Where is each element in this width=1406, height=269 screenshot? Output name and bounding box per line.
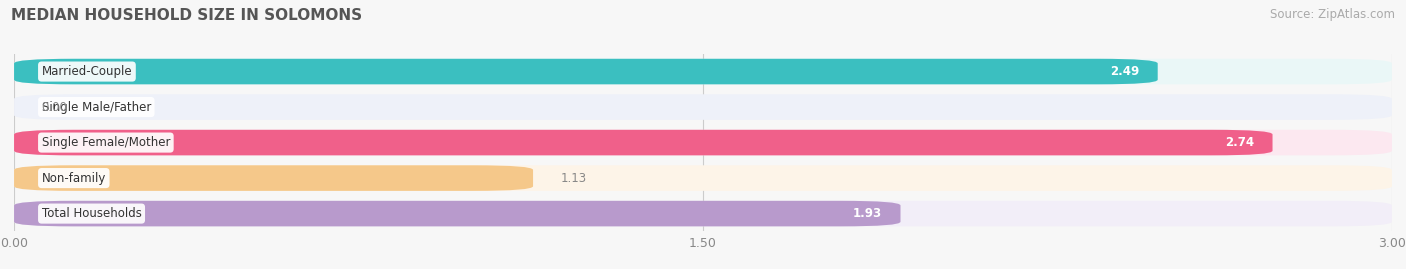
FancyBboxPatch shape	[14, 59, 1392, 84]
Text: Single Female/Mother: Single Female/Mother	[42, 136, 170, 149]
FancyBboxPatch shape	[14, 201, 1392, 226]
Text: 1.13: 1.13	[561, 172, 586, 185]
Text: 0.00: 0.00	[42, 101, 67, 114]
FancyBboxPatch shape	[14, 94, 1392, 120]
Text: Single Male/Father: Single Male/Father	[42, 101, 150, 114]
FancyBboxPatch shape	[14, 165, 1392, 191]
Text: Total Households: Total Households	[42, 207, 142, 220]
FancyBboxPatch shape	[14, 130, 1392, 155]
Text: 2.49: 2.49	[1111, 65, 1139, 78]
Text: Non-family: Non-family	[42, 172, 105, 185]
Text: 2.74: 2.74	[1225, 136, 1254, 149]
FancyBboxPatch shape	[14, 59, 1157, 84]
Text: 1.93: 1.93	[853, 207, 882, 220]
FancyBboxPatch shape	[14, 130, 1272, 155]
FancyBboxPatch shape	[14, 165, 533, 191]
Text: Source: ZipAtlas.com: Source: ZipAtlas.com	[1270, 8, 1395, 21]
Text: Married-Couple: Married-Couple	[42, 65, 132, 78]
FancyBboxPatch shape	[14, 201, 900, 226]
Text: MEDIAN HOUSEHOLD SIZE IN SOLOMONS: MEDIAN HOUSEHOLD SIZE IN SOLOMONS	[11, 8, 363, 23]
